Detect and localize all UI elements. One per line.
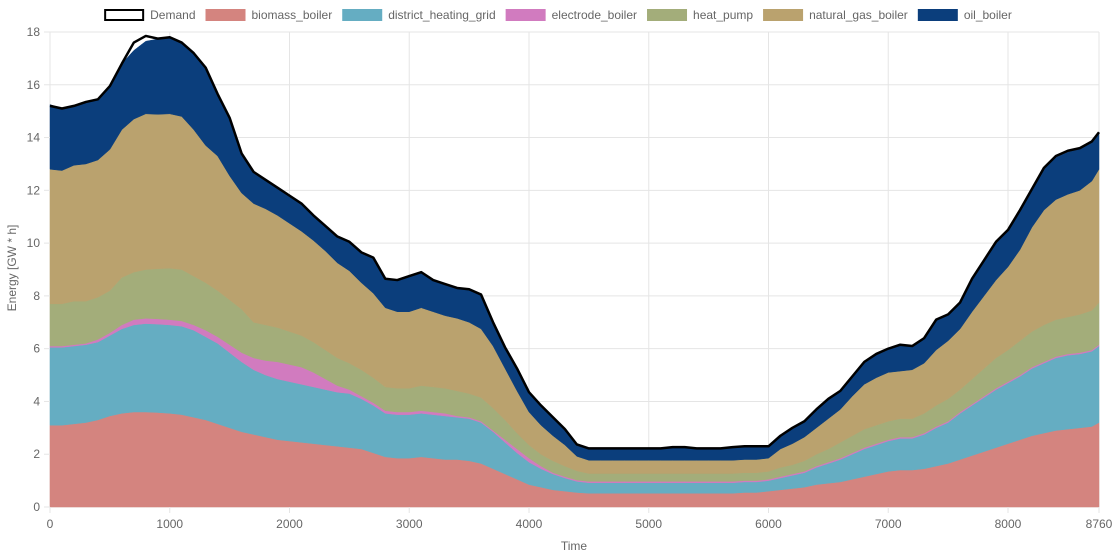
x-tick-label: 1000 (156, 517, 183, 531)
legend: Demand biomass_boiler district_heating_gri… (104, 8, 1012, 22)
y-tick-label: 14 (27, 131, 41, 145)
legend-label: electrode_boiler (552, 8, 637, 22)
y-tick-label: 8 (33, 289, 40, 303)
legend-label: oil_boiler (964, 8, 1012, 22)
x-tick-label: 4000 (516, 517, 543, 531)
legend-label: biomass_boiler (252, 8, 333, 22)
y-tick-label: 10 (27, 236, 41, 250)
legend-item-heat-pump[interactable]: heat_pump (647, 8, 753, 22)
x-tick-label: 0 (47, 517, 54, 531)
x-tick-label: 2000 (276, 517, 303, 531)
x-tick-label: 7000 (875, 517, 902, 531)
legend-item-electrode-boiler[interactable]: electrode_boiler (505, 8, 637, 22)
y-tick-label: 18 (27, 25, 41, 39)
y-tick-label: 12 (27, 183, 41, 197)
legend-label: natural_gas_boiler (809, 8, 908, 22)
x-tick-label: 8760 (1086, 517, 1113, 531)
legend-swatch (763, 9, 804, 21)
y-tick-label: 2 (33, 447, 40, 461)
x-tick-label: 6000 (755, 517, 782, 531)
y-axis-title: Energy [GW * h] (5, 225, 19, 312)
y-tick-label: 0 (33, 500, 40, 514)
x-axis-title: Time (561, 539, 588, 553)
legend-item-biomass-boiler[interactable]: biomass_boiler (205, 8, 333, 22)
legend-swatch (505, 9, 546, 21)
y-tick-label: 16 (27, 78, 41, 92)
legend-label: Demand (150, 8, 195, 22)
x-tick-label: 5000 (635, 517, 662, 531)
y-tick-label: 6 (33, 342, 40, 356)
demand-line-group (49, 34, 1100, 450)
legend-item-oil-boiler[interactable]: oil_boiler (917, 8, 1012, 22)
legend-item-natural-gas-boiler[interactable]: natural_gas_boiler (763, 8, 908, 22)
legend-item-district-heating-grid[interactable]: district_heating_grid (342, 8, 496, 22)
legend-swatch (104, 9, 145, 21)
area-series-group (49, 37, 1100, 508)
legend-swatch (917, 9, 958, 21)
legend-swatch (342, 9, 383, 21)
demand-line (49, 34, 1100, 450)
axes: 0 2 4 6 8 10 12 14 16 18 0 1000 2000 3000 4000 5000 6000… (27, 25, 1113, 531)
legend-label: district_heating_grid (388, 8, 495, 22)
legend-swatch (205, 9, 246, 21)
x-tick-label: 3000 (396, 517, 423, 531)
legend-item-demand[interactable]: Demand (104, 8, 196, 22)
y-tick-label: 4 (33, 394, 40, 408)
legend-label: heat_pump (693, 8, 753, 22)
legend-swatch (647, 9, 688, 21)
x-tick-label: 8000 (995, 517, 1022, 531)
